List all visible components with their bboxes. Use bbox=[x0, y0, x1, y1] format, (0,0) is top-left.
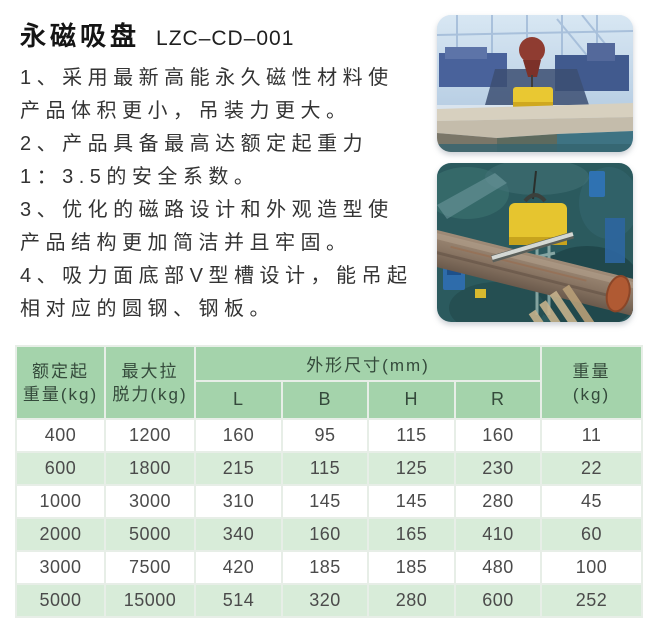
col-header-dimensions: 外形尺寸(mm) bbox=[196, 347, 541, 380]
product-model: LZC–CD–001 bbox=[156, 27, 295, 50]
spec-cell: 145 bbox=[369, 486, 454, 517]
spec-cell: 160 bbox=[283, 519, 367, 550]
spec-cell: 420 bbox=[196, 552, 281, 583]
product-description: 1、采用最新高能永久磁性材料使 产品体积更小，吊装力更大。 2、产品具备最高达额… bbox=[20, 62, 440, 326]
spec-cell: 160 bbox=[456, 420, 541, 451]
spec-cell: 145 bbox=[283, 486, 367, 517]
round-bar-scene-image bbox=[437, 163, 633, 322]
spec-cell: 600 bbox=[456, 585, 541, 616]
spec-cell: 185 bbox=[369, 552, 454, 583]
table-row: 1000 3000 310 145 145 280 45 bbox=[17, 486, 642, 517]
col-header-dim-r: R bbox=[456, 381, 541, 418]
spec-cell: 2000 bbox=[17, 519, 104, 550]
spec-cell: 600 bbox=[17, 453, 104, 484]
page-title: 永磁吸盘 LZC–CD–001 bbox=[20, 16, 294, 53]
spec-table: 额定起 重量(kg) 最大拉 脱力(kg) 外形尺寸(mm) 重量 (kg) L… bbox=[15, 345, 644, 618]
col-header-weight: 重量 (kg) bbox=[542, 347, 642, 418]
spec-cell: 5000 bbox=[17, 585, 104, 616]
spec-cell: 45 bbox=[542, 486, 642, 517]
table-row: 2000 5000 340 160 165 410 60 bbox=[17, 519, 642, 550]
spec-cell: 115 bbox=[369, 420, 454, 451]
spec-cell: 410 bbox=[456, 519, 541, 550]
spec-cell: 1800 bbox=[106, 453, 194, 484]
description-line: 2、产品具备最高达额定起重力 bbox=[20, 133, 369, 155]
spec-cell: 125 bbox=[369, 453, 454, 484]
spec-cell: 310 bbox=[196, 486, 281, 517]
table-row: 600 1800 215 115 125 230 22 bbox=[17, 453, 642, 484]
table-row: 400 1200 160 95 115 160 11 bbox=[17, 420, 642, 451]
product-photo-round-bar bbox=[437, 163, 633, 322]
col-header-dim-h: H bbox=[369, 381, 454, 418]
col-header-rated-lifting: 额定起 重量(kg) bbox=[17, 347, 104, 418]
factory-plate-scene-image bbox=[437, 15, 633, 152]
spec-cell: 22 bbox=[542, 453, 642, 484]
spec-cell: 280 bbox=[369, 585, 454, 616]
description-line: 1、采用最新高能永久磁性材料使 bbox=[20, 67, 394, 89]
description-line: 相对应的圆钢、钢板。 bbox=[20, 298, 275, 320]
spec-cell: 252 bbox=[542, 585, 642, 616]
table-row: 5000 15000 514 320 280 600 252 bbox=[17, 585, 642, 616]
spec-cell: 340 bbox=[196, 519, 281, 550]
spec-cell: 3000 bbox=[106, 486, 194, 517]
spec-cell: 95 bbox=[283, 420, 367, 451]
spec-cell: 100 bbox=[542, 552, 642, 583]
spec-cell: 60 bbox=[542, 519, 642, 550]
spec-cell: 215 bbox=[196, 453, 281, 484]
spec-cell: 11 bbox=[542, 420, 642, 451]
product-title: 永磁吸盘 bbox=[20, 21, 141, 51]
spec-cell: 15000 bbox=[106, 585, 194, 616]
description-line: 产品体积更小，吊装力更大。 bbox=[20, 100, 352, 122]
spec-cell: 514 bbox=[196, 585, 281, 616]
col-header-dim-b: B bbox=[283, 381, 367, 418]
description-line: 产品结构更加简洁并且牢固。 bbox=[20, 232, 352, 254]
spec-cell: 160 bbox=[196, 420, 281, 451]
product-photo-steel-plate bbox=[437, 15, 633, 152]
spec-cell: 7500 bbox=[106, 552, 194, 583]
spec-cell: 115 bbox=[283, 453, 367, 484]
spec-cell: 1200 bbox=[106, 420, 194, 451]
description-line: 4、吸力面底部V型槽设计，能吊起 bbox=[20, 265, 413, 287]
spec-cell: 230 bbox=[456, 453, 541, 484]
spec-cell: 1000 bbox=[17, 486, 104, 517]
spec-cell: 185 bbox=[283, 552, 367, 583]
table-row: 3000 7500 420 185 185 480 100 bbox=[17, 552, 642, 583]
spec-cell: 320 bbox=[283, 585, 367, 616]
spec-cell: 165 bbox=[369, 519, 454, 550]
spec-cell: 480 bbox=[456, 552, 541, 583]
description-line: 3、优化的磁路设计和外观造型使 bbox=[20, 199, 394, 221]
col-header-max-pull-off: 最大拉 脱力(kg) bbox=[106, 347, 194, 418]
spec-cell: 400 bbox=[17, 420, 104, 451]
description-line: 1：3.5的安全系数。 bbox=[20, 166, 260, 188]
spec-cell: 5000 bbox=[106, 519, 194, 550]
spec-cell: 280 bbox=[456, 486, 541, 517]
col-header-dim-l: L bbox=[196, 381, 281, 418]
spec-cell: 3000 bbox=[17, 552, 104, 583]
